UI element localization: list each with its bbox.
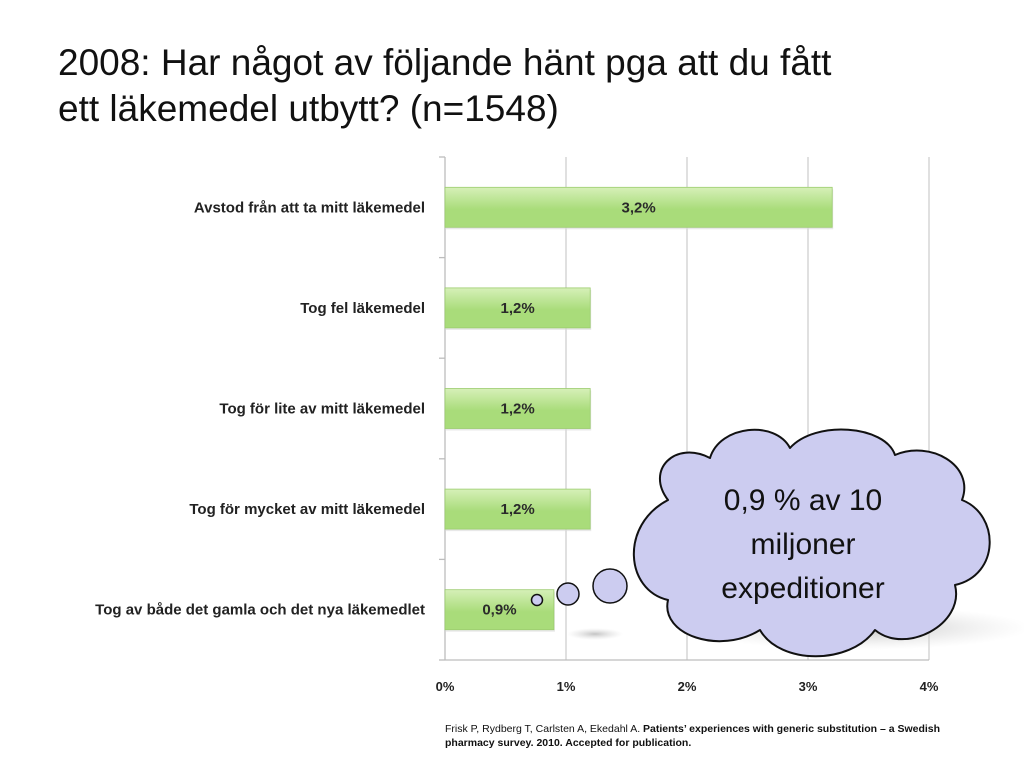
slide-title: 2008: Har något av följande hänt pga att…	[58, 40, 988, 132]
category-label: Tog för mycket av mitt läkemedel	[189, 501, 425, 518]
bar	[444, 287, 591, 329]
bar	[444, 388, 591, 429]
bar	[444, 488, 591, 530]
callout-text-line: 0,9 % av 10	[724, 484, 882, 517]
x-tick-labels: 0% 1% 2% 3% 4%	[436, 679, 939, 694]
title-line-2: ett läkemedel utbytt? (n=1548)	[58, 88, 559, 129]
thought-trail-bubble	[556, 582, 580, 606]
x-tick-label: 0%	[436, 679, 455, 694]
category-label: Tog för lite av mitt läkemedel	[219, 401, 425, 418]
callout-text-line: expeditioner	[721, 572, 884, 605]
thought-trail-bubble	[592, 568, 628, 604]
bar	[444, 186, 833, 228]
category-label: Avstod från att ta mitt läkemedel	[194, 199, 425, 216]
category-labels: Avstod från att ta mitt läkemedel Tog fel…	[95, 199, 425, 618]
bar-data-label: 1,2%	[500, 300, 534, 317]
callout-text-line: miljoner	[750, 528, 855, 561]
thought-trail-bubble	[530, 593, 544, 607]
category-label: Tog av både det gamla och det nya läkeme…	[95, 602, 425, 619]
bar-data-label: 3,2%	[621, 199, 655, 216]
bars: 3,2% 1,2% 1,2% 1,2% 0,9%	[444, 186, 834, 632]
title-line-1: 2008: Har något av följande hänt pga att…	[58, 42, 832, 83]
bar-data-label: 1,2%	[500, 501, 534, 518]
citation-authors: Frisk P, Rydberg T, Carlsten A, Ekedahl …	[445, 723, 641, 735]
category-label: Tog fel läkemedel	[300, 300, 425, 317]
x-tick-label: 4%	[920, 679, 939, 694]
thought-bubble-callout: 0,9 % av 10 miljoner expeditioner	[530, 428, 1024, 658]
thought-cloud	[632, 428, 991, 658]
citation: Frisk P, Rydberg T, Carlsten A, Ekedahl …	[445, 722, 955, 750]
bar-data-label: 1,2%	[500, 401, 534, 418]
x-tick-label: 2%	[678, 679, 697, 694]
callout-shadow	[567, 628, 623, 640]
citation-title: Patients’ experiences with generic subst…	[445, 723, 941, 749]
bar-data-label: 0,9%	[482, 602, 516, 619]
x-tick-label: 3%	[799, 679, 818, 694]
x-tick-label: 1%	[557, 679, 576, 694]
